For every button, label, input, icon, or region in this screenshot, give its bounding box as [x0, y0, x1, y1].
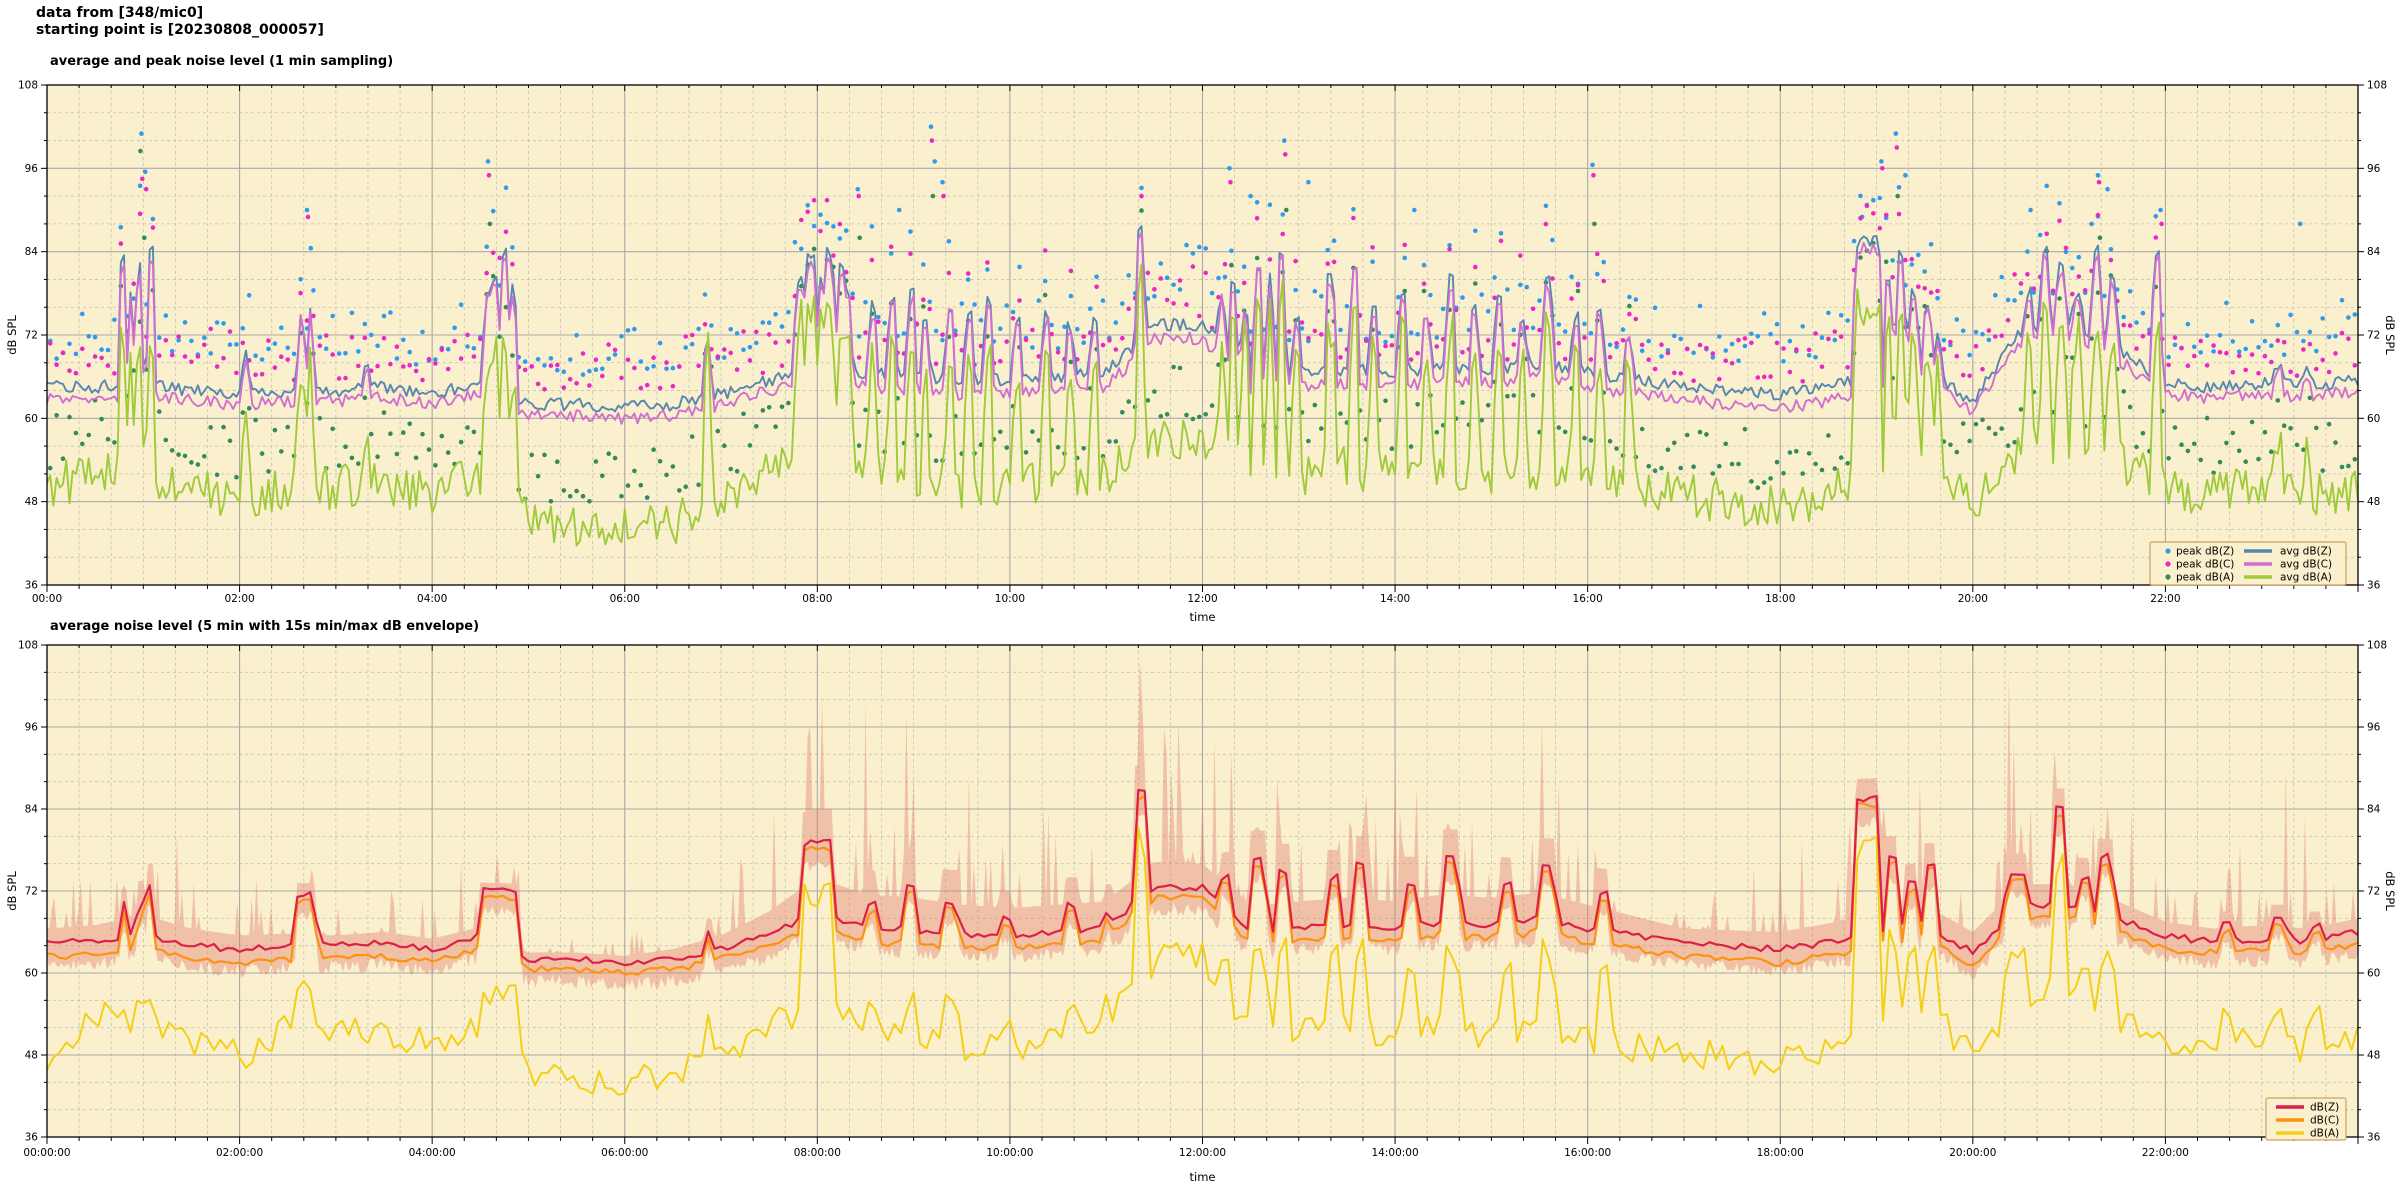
series-group: [46, 124, 2359, 547]
y-tick-label-left: 72: [25, 886, 38, 898]
y-tick-label-right: 72: [2367, 330, 2380, 342]
legend-label-peak-dbz: peak dB(Z): [2176, 546, 2234, 558]
y-tick-label-left: 36: [25, 1132, 39, 1144]
legend: dB(Z)dB(C)dB(A): [2265, 1097, 2347, 1141]
header-line-1: data from [348/mic0]: [36, 5, 204, 21]
x-tick-label: 02:00:00: [216, 1147, 263, 1159]
legend-label-dbc: dB(C): [2310, 1115, 2339, 1127]
series-envelope: [47, 658, 2358, 991]
legend-label-peak-dbc: peak dB(C): [2176, 559, 2234, 571]
y-tick-label-left: 72: [25, 330, 38, 342]
series-dbc: [46, 794, 2359, 976]
series-dba: [46, 827, 2359, 1096]
legend-label-avg-dbc: avg dB(C): [2280, 559, 2332, 571]
legend-label-avg-dbz: avg dB(Z): [2280, 546, 2332, 558]
y-tick-label-left: 96: [25, 722, 39, 734]
legend-marker-peak-dbz: [2165, 548, 2171, 554]
y-axis-title-left: dB SPL: [5, 871, 19, 911]
y-tick-label-left: 108: [18, 80, 38, 92]
y-tick-label-right: 60: [2367, 413, 2380, 425]
y-tick-label-right: 108: [2367, 80, 2387, 92]
y-tick-label-left: 48: [25, 1050, 38, 1062]
y-tick-label-right: 48: [2367, 1050, 2380, 1062]
axes: 36 36 48 48 60 60 72 72 84 84 96 96 108 108 00:00:00 02…: [5, 640, 2397, 1185]
series-group: [46, 658, 2359, 1096]
x-tick-label: 12:00: [1187, 593, 1217, 605]
x-tick-label: 22:00:00: [2142, 1147, 2189, 1159]
gridlines: [47, 645, 2358, 1137]
legend-marker-peak-dba: [2165, 574, 2171, 580]
legend-label-peak-dba: peak dB(A): [2176, 572, 2234, 584]
chart2-title: average noise level (5 min with 15s min/…: [50, 619, 480, 634]
y-tick-label-left: 84: [25, 246, 39, 258]
x-tick-label: 08:00:00: [794, 1147, 841, 1159]
x-tick-label: 22:00: [2150, 593, 2180, 605]
y-tick-label-right: 60: [2367, 968, 2380, 980]
header-line-2: starting point is [20230808_000057]: [36, 22, 324, 38]
y-tick-label-left: 60: [25, 968, 38, 980]
x-tick-label: 10:00:00: [986, 1147, 1033, 1159]
chart-1: 36 36 48 48 60 60 72 72 84 84 96 96 108 108 00:00 02:00…: [5, 80, 2397, 625]
legend-label-dba: dB(A): [2310, 1128, 2339, 1140]
x-tick-label: 00:00: [32, 593, 62, 605]
y-tick-label-left: 96: [25, 163, 39, 175]
series-dbz: [46, 788, 2359, 967]
x-tick-label: 18:00: [1765, 593, 1795, 605]
x-tick-label: 20:00: [1958, 593, 1988, 605]
x-tick-label: 06:00: [610, 593, 640, 605]
y-axis-title-right: dB SPL: [2383, 871, 2397, 911]
x-tick-label: 04:00:00: [409, 1147, 456, 1159]
x-tick-label: 16:00:00: [1564, 1147, 1611, 1159]
legend: peak dB(Z)peak dB(C)peak dB(A)avg dB(Z)a…: [2149, 541, 2347, 586]
x-tick-label: 00:00:00: [23, 1147, 70, 1159]
x-tick-label: 16:00: [1573, 593, 1603, 605]
legend-label-dbz: dB(Z): [2310, 1102, 2339, 1114]
y-tick-label-right: 36: [2367, 1132, 2381, 1144]
chart-2: 36 36 48 48 60 60 72 72 84 84 96 96 108 108 00:00:00 02…: [5, 640, 2397, 1185]
x-tick-label: 04:00: [417, 593, 447, 605]
y-tick-label-left: 48: [25, 496, 38, 508]
y-tick-label-left: 84: [25, 804, 39, 816]
y-tick-label-right: 108: [2367, 640, 2387, 652]
y-axis-title-left: dB SPL: [5, 315, 19, 355]
legend-label-avg-dba: avg dB(A): [2280, 572, 2332, 584]
chart1-title: average and peak noise level (1 min samp…: [50, 54, 394, 69]
x-tick-label: 14:00:00: [1371, 1147, 1418, 1159]
series-avg-dba: [46, 263, 2359, 547]
y-tick-label-left: 108: [18, 640, 38, 652]
x-tick-label: 14:00: [1380, 593, 1410, 605]
series-avg-dbc: [46, 231, 2359, 425]
y-tick-label-left: 60: [25, 413, 38, 425]
x-axis-title: time: [1190, 610, 1216, 624]
x-axis-title: time: [1190, 1170, 1216, 1184]
y-tick-label-right: 84: [2367, 246, 2381, 258]
legend-marker-peak-dbc: [2165, 561, 2171, 567]
x-tick-label: 08:00: [802, 593, 832, 605]
y-tick-label-right: 36: [2367, 580, 2381, 592]
series-avg-dbz: [46, 225, 2359, 413]
x-tick-label: 06:00:00: [601, 1147, 648, 1159]
y-axis-title-right: dB SPL: [2383, 315, 2397, 355]
y-tick-label-right: 72: [2367, 886, 2380, 898]
x-tick-label: 10:00: [995, 593, 1025, 605]
y-tick-label-left: 36: [25, 580, 39, 592]
x-tick-label: 12:00:00: [1179, 1147, 1226, 1159]
y-tick-label-right: 84: [2367, 804, 2381, 816]
y-tick-label-right: 96: [2367, 722, 2381, 734]
x-tick-label: 20:00:00: [1949, 1147, 1996, 1159]
x-tick-label: 18:00:00: [1757, 1147, 1804, 1159]
x-tick-label: 02:00: [224, 593, 254, 605]
axes: 36 36 48 48 60 60 72 72 84 84 96 96 108 108 00:00 02:00…: [5, 80, 2397, 625]
y-tick-label-right: 96: [2367, 163, 2381, 175]
y-tick-label-right: 48: [2367, 496, 2380, 508]
